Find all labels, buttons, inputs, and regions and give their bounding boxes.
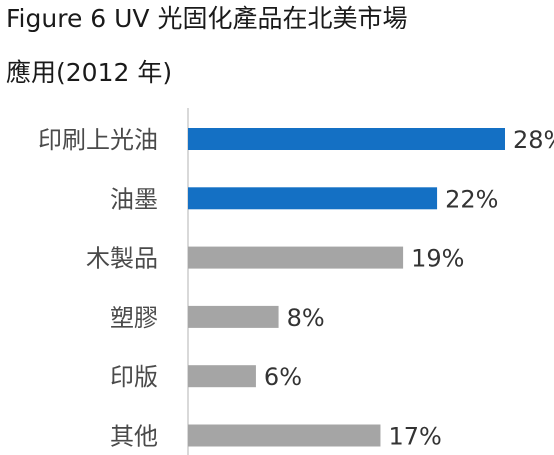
bar: [188, 187, 438, 210]
bar: [188, 246, 404, 269]
category-label: 印版: [110, 363, 158, 391]
bar: [188, 365, 256, 388]
value-label: 8%: [287, 304, 325, 332]
category-label: 印刷上光油: [38, 126, 158, 154]
chart-title-line1: Figure 6 UV 光固化產品在北美市場: [6, 4, 408, 33]
value-label: 22%: [445, 185, 498, 213]
category-label: 木製品: [86, 245, 158, 273]
bar: [188, 424, 381, 447]
bar: [188, 305, 279, 328]
value-label: 6%: [264, 363, 302, 391]
category-label: 塑膠: [110, 304, 158, 332]
bar: [188, 128, 505, 150]
chart-title-line2: 應用(2012 年): [6, 58, 173, 87]
category-label: 其他: [110, 423, 158, 451]
value-label: 17%: [388, 423, 441, 451]
category-label: 油墨: [110, 185, 158, 213]
value-label: 19%: [411, 245, 464, 273]
value-label: 28%: [513, 126, 554, 154]
